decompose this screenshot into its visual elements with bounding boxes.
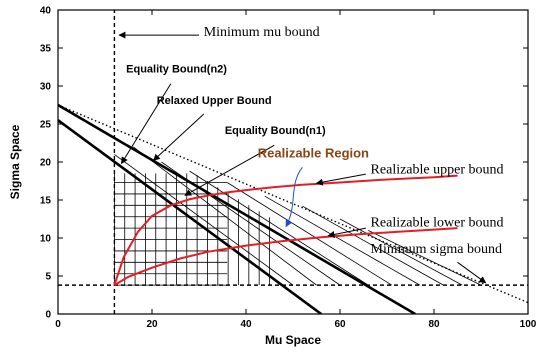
x-axis-label: Mu Space [265, 333, 321, 347]
realizable-hatch [114, 146, 482, 286]
arrow-real_lower [327, 227, 366, 238]
y-tick-label: 5 [45, 272, 51, 283]
x-tick-label: 0 [55, 319, 61, 330]
series-real-lower [113, 227, 458, 286]
arrow-real_upper [315, 173, 366, 186]
label-real_lower: Realizable lower bound [371, 216, 504, 231]
series-eq-n2 [58, 119, 322, 314]
x-tick-label: 100 [520, 319, 537, 330]
label-min_mu: Minimum mu bound [204, 25, 320, 40]
hatch-diag-line [114, 154, 294, 286]
arrow-min_sigma [457, 261, 487, 284]
x-tick-label: 20 [146, 319, 158, 330]
y-tick-label: 20 [40, 158, 52, 169]
y-tick-label: 40 [40, 6, 52, 17]
label-min_sigma: Minimum sigma bound [371, 242, 502, 257]
y-tick-label: 15 [40, 196, 52, 207]
series-relaxed-upper [58, 104, 528, 304]
x-tick-label: 40 [240, 319, 252, 330]
series-real-upper [113, 174, 458, 286]
hatch-diag-line [302, 205, 444, 286]
arrow-region [285, 167, 303, 228]
hatch-diag-line [189, 170, 369, 286]
y-tick-label: 0 [45, 310, 51, 321]
arrow-relaxed [152, 113, 205, 161]
annotations: Minimum mu bound Equality Bound(n2) Relaxe… [118, 25, 504, 284]
label-relaxed: Relaxed Upper Bound [157, 95, 272, 107]
label-eq_n1: Equality Bound(n1) [225, 125, 326, 137]
axis-ticks: 0 20 40 60 80 100 0 5 10 15 20 25 30 35 40 [40, 6, 537, 331]
arrow-eq_n1 [184, 144, 275, 196]
hatch-diag-line [264, 195, 421, 286]
series-lines [58, 10, 528, 314]
y-tick-label: 10 [40, 234, 52, 245]
hatch-diag-line [132, 146, 317, 286]
y-tick-label: 25 [40, 120, 52, 131]
label-region: Realizable Region [258, 145, 369, 160]
hatch-diag-line [368, 230, 482, 286]
y-axis-label: Sigma Space [8, 124, 22, 199]
hatch-diag-line [339, 218, 463, 286]
label-eq_n2: Equality Bound(n2) [126, 63, 227, 75]
arrow-eq_n2 [121, 83, 172, 165]
series-eq-n1 [58, 103, 416, 314]
y-tick-label: 35 [40, 44, 52, 55]
label-real_upper: Realizable upper bound [371, 162, 504, 177]
hatch-diag-line [226, 182, 392, 286]
y-tick-label: 30 [40, 82, 52, 93]
x-tick-label: 60 [334, 319, 346, 330]
x-tick-label: 80 [428, 319, 440, 330]
